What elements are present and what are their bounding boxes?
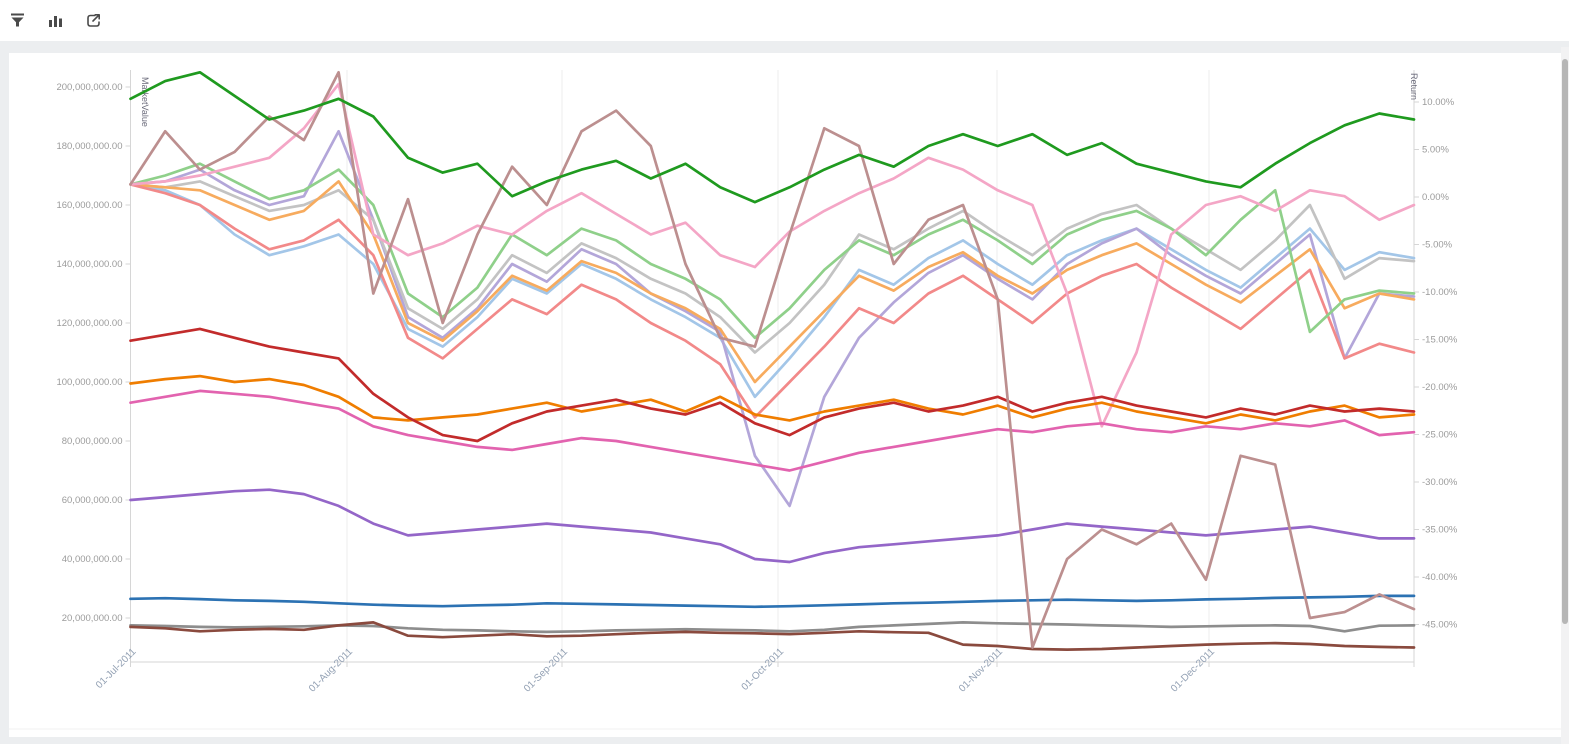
right-axis-tick-label: 5.00% (1422, 145, 1449, 156)
left-axis-tick-label: 80,000,000.00 (62, 436, 123, 447)
right-axis-tick-label: -5.00% (1422, 240, 1453, 251)
series-line-sandy-orange (129, 180, 1416, 384)
series-line-light-green (129, 162, 1416, 340)
left-axis-tick-label: 100,000,000.00 (56, 377, 122, 388)
series-line-orchid-pink (129, 389, 1416, 472)
export-icon[interactable] (85, 12, 102, 29)
series-line-dark-orange (129, 374, 1416, 425)
left-axis-title: MarketValue (140, 77, 150, 127)
left-axis-tick-label: 200,000,000.00 (56, 82, 122, 93)
series-line-medium-purple (129, 488, 1416, 564)
series-line-lavender (129, 129, 1416, 508)
right-axis-tick-label: -15.00% (1422, 335, 1458, 346)
series-line-green (129, 70, 1416, 204)
right-axis-tick-label: -30.00% (1422, 477, 1458, 488)
right-axis-tick-label: -35.00% (1422, 525, 1458, 536)
toolbar (0, 0, 1569, 41)
chart-panel: 200,000,000.00 180,000,000.00 160,000,000.… (9, 53, 1561, 737)
left-axis-tick-label: 120,000,000.00 (56, 318, 122, 329)
left-axis-tick-label: 160,000,000.00 (56, 200, 122, 211)
series-line-steel-blue (129, 594, 1416, 609)
page-scrollbar-thumb[interactable] (1562, 59, 1568, 624)
right-axis-tick-label: -20.00% (1422, 382, 1458, 393)
series-line-dark-brown (129, 621, 1416, 651)
right-axis-tick-label: -10.00% (1422, 287, 1458, 298)
dual-axis-line-chart: 200,000,000.00 180,000,000.00 160,000,000.… (9, 70, 1561, 730)
right-axis-tick-label: -25.00% (1422, 430, 1458, 441)
series-line-salmon (129, 183, 1416, 419)
page-scrollbar[interactable] (1561, 47, 1569, 744)
series-line-dark-red (129, 327, 1416, 443)
series-line-rosy-brown (129, 70, 1416, 649)
bar-chart-icon[interactable] (47, 12, 64, 29)
left-axis-tick-label: 40,000,000.00 (62, 554, 123, 565)
left-axis-tick-label: 20,000,000.00 (62, 613, 123, 624)
left-axis-tick-label: 140,000,000.00 (56, 259, 122, 270)
right-axis-tick-label: -40.00% (1422, 572, 1458, 583)
series-line-light-blue (129, 183, 1416, 399)
filter-icon[interactable] (9, 12, 26, 29)
right-axis-title: Return (1409, 73, 1419, 100)
left-axis-tick-label: 60,000,000.00 (62, 495, 123, 506)
plot-area[interactable] (131, 70, 1415, 662)
right-axis-tick-label: -45.00% (1422, 620, 1458, 631)
left-axis-tick-label: 180,000,000.00 (56, 141, 122, 152)
series-line-silver (129, 180, 1416, 354)
right-axis-tick-label: 10.00% (1422, 97, 1455, 108)
right-axis-tick-label: 0.00% (1422, 192, 1449, 203)
